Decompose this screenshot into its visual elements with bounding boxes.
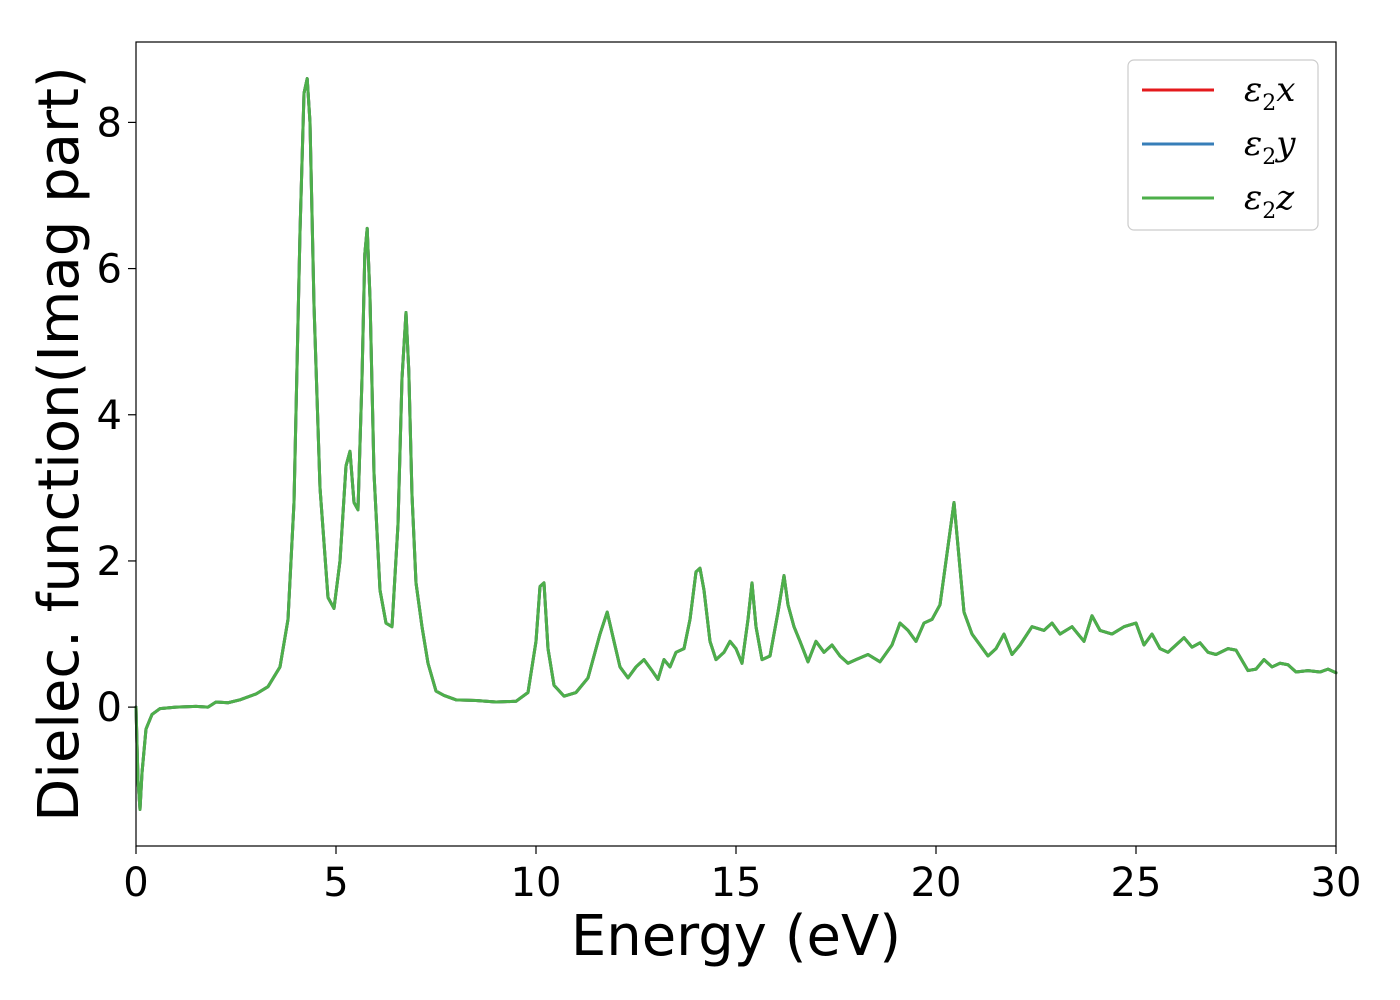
legend-label-x: ε2x	[1244, 70, 1295, 116]
x-tick-label: 25	[1111, 860, 1162, 906]
y-axis-ticks: 0 2 4 6 8	[97, 100, 136, 731]
legend: ε2x ε2y ε2z	[1127, 59, 1319, 231]
series-line-z	[134, 77, 1338, 811]
series-layer	[134, 77, 1338, 811]
y-tick-label: 0	[97, 685, 122, 731]
legend-label-z: ε2z	[1244, 178, 1295, 224]
y-tick-label: 8	[97, 100, 122, 146]
x-tick-label: 20	[911, 860, 962, 906]
x-tick-label: 0	[123, 860, 148, 906]
legend-label-y: ε2y	[1244, 124, 1296, 170]
y-tick-label: 6	[97, 247, 122, 293]
x-tick-label: 30	[1311, 860, 1362, 906]
x-tick-label: 10	[511, 860, 562, 906]
x-tick-label: 5	[323, 860, 348, 906]
x-axis-ticks: 0 5 10 15 20 25 30	[123, 846, 1361, 906]
x-tick-label: 15	[711, 860, 762, 906]
legend-box	[1127, 59, 1319, 231]
x-axis-label: Energy (eV)	[571, 904, 901, 969]
y-tick-label: 2	[97, 539, 122, 585]
y-axis-label: Dielec. function(Imag part)	[27, 66, 92, 822]
y-tick-label: 4	[97, 393, 122, 439]
